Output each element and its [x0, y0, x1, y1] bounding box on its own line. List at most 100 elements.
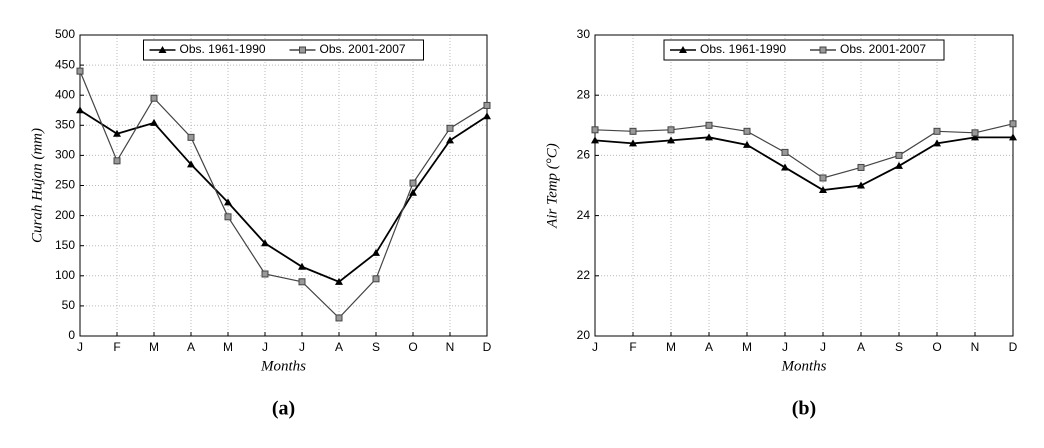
- marker: [1009, 120, 1017, 128]
- marker: [409, 179, 417, 187]
- marker: [224, 213, 232, 221]
- marker: [409, 188, 417, 196]
- y-tick-label: 20: [577, 328, 591, 342]
- marker: [150, 118, 158, 126]
- y-tick-label: 150: [55, 238, 75, 252]
- marker: [76, 67, 84, 75]
- legend-label: Obs. 1961-1990: [180, 42, 266, 56]
- marker: [446, 136, 454, 144]
- x-tick-label: F: [629, 340, 636, 354]
- x-tick-label: J: [782, 340, 788, 354]
- y-tick-label: 400: [55, 87, 75, 101]
- x-tick-label: F: [113, 340, 120, 354]
- marker: [187, 160, 195, 168]
- marker: [591, 136, 599, 144]
- legend-box: [143, 39, 424, 61]
- y-tick-label: 200: [55, 208, 75, 222]
- marker: [591, 126, 599, 134]
- legend-marker: [679, 46, 687, 53]
- series-line: [594, 136, 1013, 191]
- x-tick-label: S: [895, 340, 903, 354]
- marker: [667, 126, 675, 134]
- x-tick-label: O: [408, 340, 417, 354]
- x-tick-label: S: [372, 340, 380, 354]
- marker: [743, 127, 751, 135]
- marker: [781, 163, 789, 171]
- marker: [857, 181, 865, 189]
- x-tick-label: M: [666, 340, 676, 354]
- x-axis-label: Months: [781, 358, 827, 374]
- legend-marker: [819, 46, 827, 54]
- x-tick-label: D: [1009, 340, 1018, 354]
- marker: [629, 139, 637, 147]
- x-tick-label: D: [483, 340, 492, 354]
- x-tick-label: A: [187, 340, 195, 354]
- marker: [187, 133, 195, 141]
- y-tick-label: 50: [62, 298, 76, 312]
- marker: [298, 278, 306, 286]
- x-tick-label: M: [223, 340, 233, 354]
- marker: [971, 129, 979, 137]
- marker: [933, 139, 941, 147]
- y-axis-label: Curah Hujan (mm): [29, 128, 45, 243]
- marker: [629, 127, 637, 135]
- marker: [857, 163, 865, 171]
- x-tick-label: J: [820, 340, 826, 354]
- legend-label: Obs. 2001-2007: [840, 42, 926, 56]
- plot-frame: [79, 34, 488, 337]
- y-tick-label: 500: [55, 27, 75, 41]
- y-tick-label: 300: [55, 148, 75, 162]
- y-axis-label: Air Temp (°C): [544, 143, 560, 229]
- y-tick-label: 26: [577, 148, 591, 162]
- marker: [819, 186, 827, 194]
- marker: [335, 314, 343, 322]
- caption: (b): [792, 398, 816, 420]
- plot-frame: [594, 34, 1014, 337]
- x-tick-label: O: [932, 340, 941, 354]
- x-tick-label: J: [592, 340, 598, 354]
- marker: [224, 198, 232, 206]
- y-tick-label: 350: [55, 117, 75, 131]
- series-line: [594, 123, 1014, 179]
- marker: [446, 124, 454, 132]
- marker: [895, 151, 903, 159]
- marker: [743, 140, 751, 148]
- marker: [483, 101, 491, 109]
- x-tick-label: J: [262, 340, 268, 354]
- legend: Obs. 1961-1990 Obs. 2001-2007: [143, 39, 424, 61]
- y-tick-label: 22: [577, 268, 591, 282]
- y-tick-label: 0: [68, 328, 75, 342]
- marker: [781, 148, 789, 156]
- marker: [335, 277, 343, 285]
- legend-box: [663, 39, 945, 61]
- y-tick-label: 30: [577, 27, 591, 41]
- legend-marker: [299, 46, 306, 54]
- legend-label: Obs. 1961-1990: [700, 42, 786, 56]
- marker: [76, 106, 84, 114]
- marker: [113, 129, 121, 137]
- marker: [113, 157, 121, 165]
- marker: [819, 174, 827, 182]
- x-tick-label: N: [446, 340, 455, 354]
- series-line: [79, 70, 488, 319]
- marker: [667, 136, 675, 144]
- marker: [705, 133, 713, 141]
- x-axis-label: Months: [260, 358, 306, 374]
- x-tick-label: A: [857, 340, 865, 354]
- series-line: [79, 109, 488, 283]
- marker: [298, 262, 306, 270]
- marker: [1009, 133, 1017, 141]
- legend: Obs. 1961-1990 Obs. 2001-2007: [663, 39, 945, 61]
- y-tick-label: 24: [577, 208, 591, 222]
- y-tick-label: 250: [55, 178, 75, 192]
- marker: [895, 161, 903, 169]
- marker: [483, 112, 491, 120]
- x-tick-label: A: [335, 340, 343, 354]
- x-tick-label: A: [705, 340, 713, 354]
- marker: [372, 248, 380, 256]
- caption: (a): [272, 398, 295, 420]
- x-tick-label: J: [299, 340, 305, 354]
- marker: [971, 133, 979, 141]
